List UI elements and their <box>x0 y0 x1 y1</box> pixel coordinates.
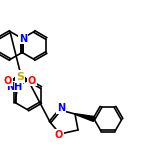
Text: NH: NH <box>6 81 22 92</box>
Text: N: N <box>19 33 27 43</box>
Polygon shape <box>75 114 95 121</box>
Text: S: S <box>16 71 24 81</box>
Text: O: O <box>4 76 12 85</box>
Text: N: N <box>57 103 65 113</box>
Text: O: O <box>28 76 36 85</box>
Text: O: O <box>55 130 63 140</box>
